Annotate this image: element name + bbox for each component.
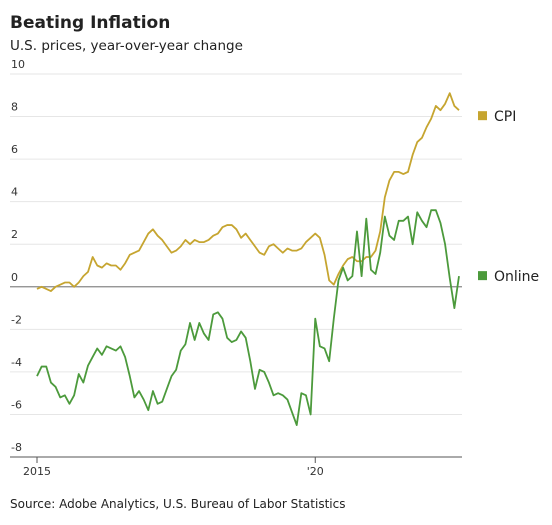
- x-tick-label: '20: [307, 465, 324, 478]
- y-tick-label: -6: [11, 398, 22, 411]
- source-note: Source: Adobe Analytics, U.S. Bureau of …: [10, 497, 345, 511]
- series-line: [36, 209, 460, 426]
- y-tick-label: -4: [11, 356, 22, 369]
- y-tick-label: -2: [11, 313, 22, 326]
- y-tick-label: 8: [11, 101, 18, 114]
- series-line: [36, 92, 460, 292]
- y-tick-label: 2: [11, 228, 18, 241]
- legend-label: CPI: [494, 109, 516, 125]
- legend-swatch: [478, 271, 487, 281]
- y-tick-label: 0: [11, 271, 18, 284]
- y-tick-label: -8: [11, 441, 22, 454]
- y-tick-label: 4: [11, 186, 18, 199]
- x-tick-label: 2015: [23, 465, 51, 478]
- chart-title: Beating Inflation: [10, 13, 170, 33]
- y-tick-label: 6: [11, 143, 18, 156]
- y-tick-label: 10: [11, 58, 25, 71]
- legend-swatch: [478, 111, 487, 121]
- chart-subtitle: U.S. prices, year-over-year change: [10, 38, 243, 54]
- legend-label: Online: [494, 269, 539, 285]
